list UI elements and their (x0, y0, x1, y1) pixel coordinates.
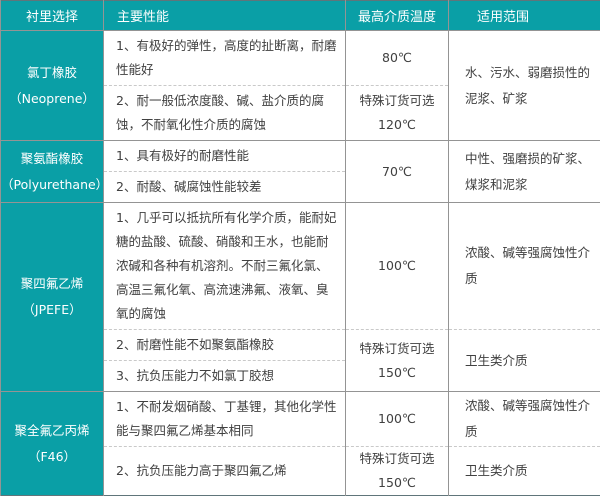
application-cell: 浓酸、碱等强腐蚀性介质 (449, 392, 600, 447)
performance-cell: 2、耐一般低浓度酸、碱、盐介质的腐蚀，不耐氧化性介质的腐蚀 (104, 86, 346, 141)
performance-cell: 1、有极好的弹性，高度的扯断离，耐磨性能好 (104, 31, 346, 86)
header-application: 适用范围 (449, 1, 600, 31)
header-max-temp: 最高介质温度 (346, 1, 449, 31)
application-cell: 中性、强磨损的矿浆、煤浆和泥浆 (449, 141, 600, 203)
application-cell: 浓酸、碱等强腐蚀性介质 (449, 203, 600, 330)
table-row: 聚氨酯橡胶 （Polyurethane） 1、具有极好的耐磨性能 70℃ 中性、… (1, 141, 600, 172)
table-row: 氯丁橡胶 （Neoprene） 1、有极好的弹性，高度的扯断离，耐磨性能好 80… (1, 31, 600, 86)
lining-cell-f46: 聚全氟乙丙烯 （F46） (1, 392, 104, 496)
application-cell: 水、污水、弱磨损性的泥浆、矿浆 (449, 31, 600, 141)
lining-code: （JPEFE） (1, 297, 103, 323)
performance-cell: 3、抗负压能力不如氯丁胶想 (104, 361, 346, 392)
table-row: 聚全氟乙丙烯 （F46） 1、不耐发烟硝酸、丁基锂，其他化学性能与聚四氟乙烯基本… (1, 392, 600, 447)
lining-cell-polyurethane: 聚氨酯橡胶 （Polyurethane） (1, 141, 104, 203)
lining-name: 聚全氟乙丙烯 (1, 418, 103, 444)
application-cell: 卫生类介质 (449, 330, 600, 392)
performance-cell: 2、抗负压能力高于聚四氟乙烯 (104, 447, 346, 496)
performance-cell: 2、耐磨性能不如聚氨酯橡胶 (104, 330, 346, 361)
temperature-cell: 70℃ (346, 141, 449, 203)
temperature-cell: 80℃ (346, 31, 449, 86)
performance-cell: 1、不耐发烟硝酸、丁基锂，其他化学性能与聚四氟乙烯基本相同 (104, 392, 346, 447)
lining-code: （Polyurethane） (1, 172, 103, 198)
table-row: 聚四氟乙烯 （JPEFE） 1、几乎可以抵抗所有化学介质，能耐妃糖的盐酸、硫酸、… (1, 203, 600, 330)
header-lining: 衬里选择 (1, 1, 104, 31)
lining-name: 氯丁橡胶 (1, 60, 103, 86)
header-performance: 主要性能 (104, 1, 346, 31)
temperature-cell: 特殊订货可选 150℃ (346, 447, 449, 496)
lining-cell-neoprene: 氯丁橡胶 （Neoprene） (1, 31, 104, 141)
table-header-row: 衬里选择 主要性能 最高介质温度 适用范围 (1, 1, 600, 31)
temperature-cell: 特殊订货可选 120℃ (346, 86, 449, 141)
temperature-cell: 100℃ (346, 203, 449, 330)
lining-code: （Neoprene） (1, 86, 103, 112)
application-cell: 卫生类介质 (449, 447, 600, 496)
lining-name: 聚氨酯橡胶 (1, 146, 103, 172)
lining-code: （F46） (1, 444, 103, 470)
temperature-cell: 100℃ (346, 392, 449, 447)
temperature-cell: 特殊订货可选 150℃ (346, 330, 449, 392)
performance-cell: 1、具有极好的耐磨性能 (104, 141, 346, 172)
lining-cell-ptfe: 聚四氟乙烯 （JPEFE） (1, 203, 104, 392)
performance-cell: 1、几乎可以抵抗所有化学介质，能耐妃糖的盐酸、硫酸、硝酸和王水，也能耐浓碱和各种… (104, 203, 346, 330)
performance-cell: 2、耐酸、碱腐蚀性能较差 (104, 172, 346, 203)
lining-name: 聚四氟乙烯 (1, 271, 103, 297)
